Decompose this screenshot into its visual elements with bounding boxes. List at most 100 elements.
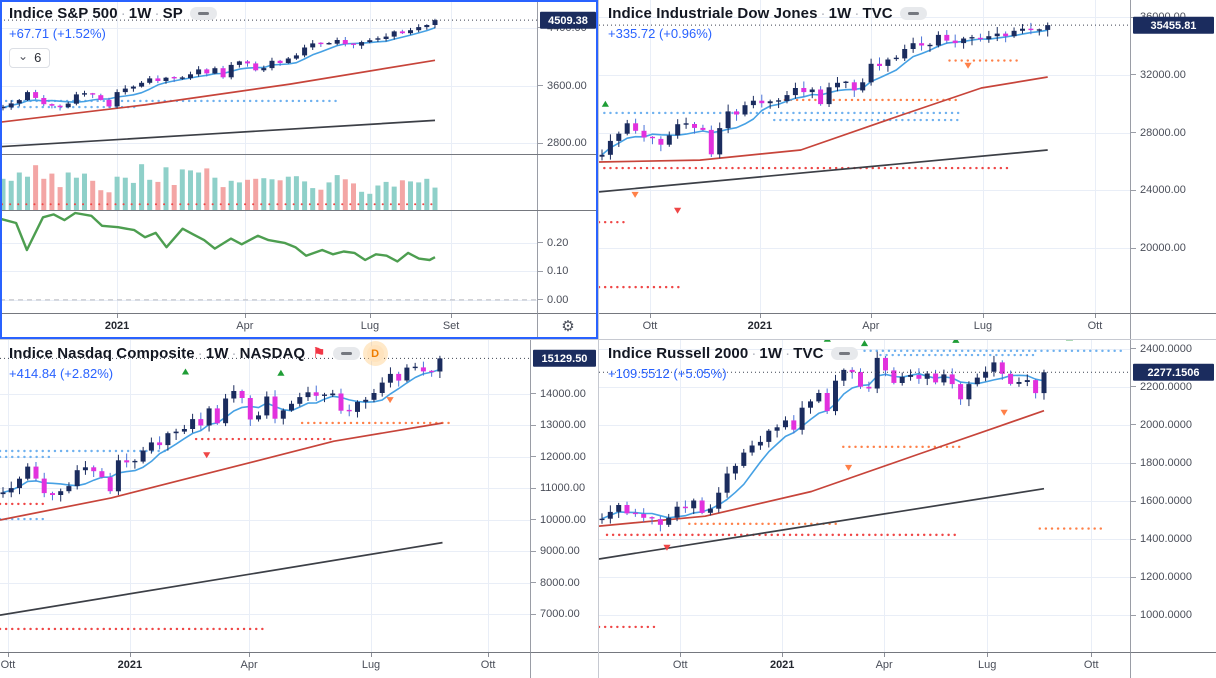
exchange-label: SP xyxy=(162,5,183,22)
candle-up xyxy=(424,25,430,28)
chart-panel-dowjones[interactable]: Indice Industriale Dow Jones · 1W · TVC +335… xyxy=(599,0,1216,339)
legend-more-pill[interactable] xyxy=(189,7,217,20)
price-axis[interactable]: 36000.0032000.0028000.0024000.0020000.00… xyxy=(1130,0,1216,313)
candle-up xyxy=(322,394,327,396)
price-tick-label: 32000.00 xyxy=(1131,69,1216,81)
price-tick-label: 8000.00 xyxy=(531,577,598,589)
candle-up xyxy=(223,398,229,424)
price-chart-canvas[interactable] xyxy=(0,0,537,313)
symbol-title[interactable]: Indice Industriale Dow Jones · 1W · TVC xyxy=(608,5,893,22)
price-change: +67.71 (+1.52%) xyxy=(9,26,106,41)
candle-up xyxy=(607,140,613,155)
triangle-down-marker xyxy=(964,62,972,69)
time-axis[interactable]: Ott 2021 Apr Lug Ott xyxy=(599,652,1130,678)
candle-down xyxy=(1033,380,1039,394)
candle-down xyxy=(91,467,97,472)
time-axis-label: Lug xyxy=(361,659,381,671)
time-axis-label: Apr xyxy=(862,320,880,332)
price-axis[interactable]: 2400.0000 2200.0000 2000.0000 1800.0000 1600… xyxy=(1130,340,1216,652)
legend-more-pill[interactable] xyxy=(899,7,927,20)
time-axis-label: Apr xyxy=(875,659,893,671)
candle-up xyxy=(1020,28,1025,31)
candle-up xyxy=(991,362,997,372)
candle-up xyxy=(404,367,410,381)
chart-plot-area[interactable]: Indice Industriale Dow Jones · 1W · TVC +335… xyxy=(599,0,1130,313)
candle-up xyxy=(367,40,373,43)
chart-plot-area[interactable]: Indice Russell 2000 · 1W · TVC +109.5512 (+5… xyxy=(599,340,1130,652)
time-tick-mark xyxy=(782,653,784,657)
candle-down xyxy=(204,69,210,74)
candle-up xyxy=(375,38,381,40)
price-tick-label: 1200.0000 xyxy=(1131,571,1216,583)
price-tick-label: 13000.00 xyxy=(531,419,598,431)
time-tick-mark xyxy=(987,653,989,657)
price-chart-canvas[interactable] xyxy=(0,340,530,652)
candle-up xyxy=(408,30,413,34)
volume-bar xyxy=(342,179,348,211)
chart-panel-nasdaq[interactable]: Indice Nasdaq Composite · 1W · NASDAQ ⚑ D +4… xyxy=(0,340,598,678)
flag-icon[interactable]: ⚑ xyxy=(312,345,326,362)
candle-up xyxy=(8,488,14,493)
candle-up xyxy=(196,69,202,75)
time-axis[interactable]: 2021 Apr Lug Set xyxy=(0,313,537,339)
candle-up xyxy=(387,373,393,383)
candle-up xyxy=(799,407,805,430)
chart-plot-area[interactable]: Indice Nasdaq Composite · 1W · NASDAQ ⚑ D +4… xyxy=(0,340,530,652)
candle-up xyxy=(716,492,722,509)
candle-down xyxy=(41,478,47,494)
price-chart-canvas[interactable] xyxy=(599,340,1130,652)
candle-up xyxy=(25,466,31,479)
volume-bar xyxy=(261,178,267,211)
time-axis[interactable]: Ott 2021 Apr Lug Ott xyxy=(599,313,1130,339)
candle-down xyxy=(157,442,163,446)
time-axis[interactable]: Ott 2021 Apr Lug Ott xyxy=(0,652,530,678)
candle-up xyxy=(132,460,138,463)
symbol-title[interactable]: Indice S&P 500 · 1W · SP xyxy=(9,5,183,22)
candle-up xyxy=(666,135,672,145)
volume-bar xyxy=(0,178,6,211)
pane-separator[interactable] xyxy=(0,210,598,211)
candle-up xyxy=(986,36,992,40)
candle-down xyxy=(632,512,638,515)
axis-corner xyxy=(530,652,598,678)
time-tick-mark xyxy=(1091,653,1093,657)
candle-down xyxy=(106,99,112,107)
legend-more-pill[interactable] xyxy=(830,347,858,360)
candle-up xyxy=(835,82,840,88)
price-tick-label: 28000.00 xyxy=(1131,127,1216,139)
chart-plot-area[interactable]: Indice S&P 500 · 1W · SP +67.71 (+1.52%) ⌄ 6 xyxy=(0,0,537,313)
candle-down xyxy=(1003,33,1009,37)
triangle-up-marker xyxy=(823,340,831,342)
legend-more-pill[interactable] xyxy=(332,347,360,360)
candle-up xyxy=(941,374,947,383)
pane-separator[interactable] xyxy=(0,154,598,155)
candle-down xyxy=(57,105,63,108)
candle-down xyxy=(33,466,39,479)
time-axis-label: Ott xyxy=(642,320,658,332)
dividend-d-badge[interactable]: D xyxy=(366,345,384,362)
candle-up xyxy=(190,419,196,429)
chart-panel-russell2000[interactable]: Indice Russell 2000 · 1W · TVC +109.5512 (+5… xyxy=(599,340,1216,678)
price-chart-canvas[interactable] xyxy=(599,0,1130,313)
candle-up xyxy=(707,508,713,513)
candle-down xyxy=(700,127,706,130)
triangle-up-marker xyxy=(601,100,609,107)
candle-down xyxy=(952,40,958,44)
volume-bar xyxy=(236,182,242,211)
price-tick-label: 2400.0000 xyxy=(1131,343,1216,355)
candle-down xyxy=(420,367,426,372)
chart-panel-sp500[interactable]: Indice S&P 500 · 1W · SP +67.71 (+1.52%) ⌄ 6… xyxy=(0,0,598,339)
legend-collapse-chip[interactable]: ⌄ 6 xyxy=(9,48,51,68)
price-axis[interactable]: 14000.00 13000.00 12000.00 11000.00 10000.00… xyxy=(530,340,598,652)
time-tick-mark xyxy=(117,314,119,318)
symbol-title[interactable]: Indice Nasdaq Composite · 1W · NASDAQ xyxy=(9,345,306,362)
gear-icon[interactable]: ⚙ xyxy=(561,318,575,335)
candle-down xyxy=(977,37,983,40)
time-tick-mark xyxy=(870,314,872,318)
symbol-title[interactable]: Indice Russell 2000 · 1W · TVC xyxy=(608,345,824,362)
price-tick-label: 2800.00 xyxy=(538,137,598,149)
candle-down xyxy=(734,111,739,115)
volume-bar xyxy=(416,182,422,211)
candle-down xyxy=(866,386,872,389)
